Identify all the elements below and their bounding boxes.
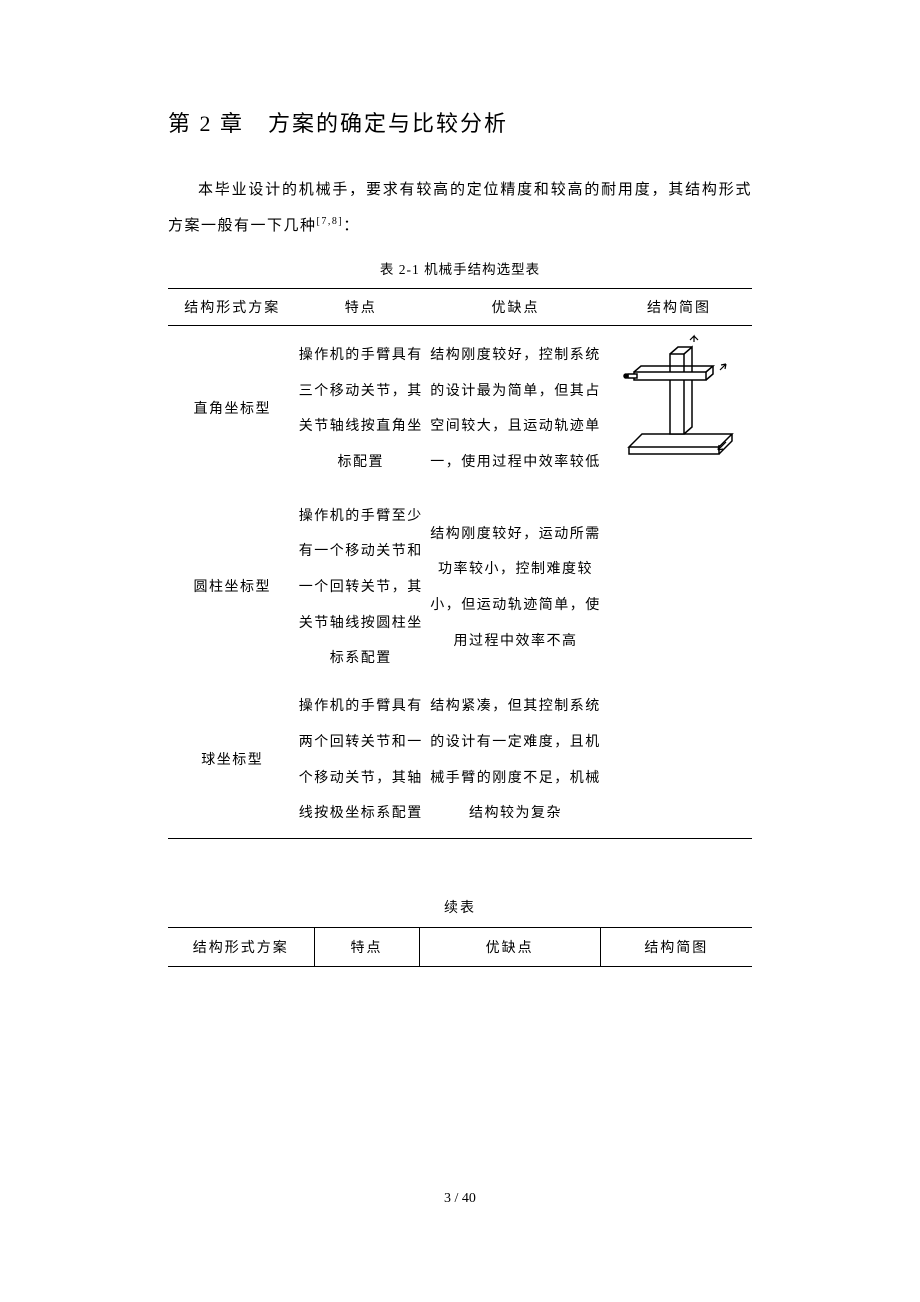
table-caption: 表 2-1 机械手结构选型表 xyxy=(168,258,752,278)
cell-procon: 结构紧凑，但其控制系统的设计有一定难度，且机械手臂的刚度不足，机械结构较为复杂 xyxy=(425,683,606,838)
cell-feature: 操作机的手臂具有三个移动关节，其关节轴线按直角坐标配置 xyxy=(296,326,424,493)
cell-diagram xyxy=(606,683,752,838)
table-row: 直角坐标型 操作机的手臂具有三个移动关节，其关节轴线按直角坐标配置 结构刚度较好… xyxy=(168,326,752,493)
table-row: 球坐标型 操作机的手臂具有两个回转关节和一个移动关节，其轴线按极坐标系配置 结构… xyxy=(168,683,752,838)
cell-diagram xyxy=(606,493,752,683)
ct-th-procon: 优缺点 xyxy=(419,927,600,966)
th-procon: 优缺点 xyxy=(425,289,606,326)
cell-diagram xyxy=(606,326,752,493)
table-body: 直角坐标型 操作机的手臂具有三个移动关节，其关节轴线按直角坐标配置 结构刚度较好… xyxy=(168,326,752,839)
cell-scheme: 球坐标型 xyxy=(168,683,296,838)
structure-table: 结构形式方案 特点 优缺点 结构简图 直角坐标型 操作机的手臂具有三个移动关节，… xyxy=(168,288,752,839)
page-number: 3 / 40 xyxy=(0,1191,920,1207)
cell-procon: 结构刚度较好，运动所需功率较小，控制难度较小，但运动轨迹简单，使用过程中效率不高 xyxy=(425,493,606,683)
ct-th-feature: 特点 xyxy=(314,927,419,966)
cell-feature: 操作机的手臂至少有一个移动关节和一个回转关节，其关节轴线按圆柱坐标系配置 xyxy=(296,493,424,683)
ct-th-diagram: 结构简图 xyxy=(600,927,752,966)
cartesian-robot-icon xyxy=(614,332,744,472)
th-scheme: 结构形式方案 xyxy=(168,289,296,326)
cell-scheme: 圆柱坐标型 xyxy=(168,493,296,683)
intro-paragraph: 本毕业设计的机械手，要求有较高的定位精度和较高的耐用度，其结构形式方案一般有一下… xyxy=(168,172,752,244)
th-feature: 特点 xyxy=(296,289,424,326)
cell-scheme: 直角坐标型 xyxy=(168,326,296,493)
cell-procon: 结构刚度较好，控制系统的设计最为简单，但其占空间较大，且运动轨迹单一，使用过程中… xyxy=(425,326,606,493)
table-row: 圆柱坐标型 操作机的手臂至少有一个移动关节和一个回转关节，其关节轴线按圆柱坐标系… xyxy=(168,493,752,683)
ct-th-scheme: 结构形式方案 xyxy=(168,927,314,966)
continue-table: 结构形式方案 特点 优缺点 结构简图 xyxy=(168,927,752,967)
chapter-title: 第 2 章 方案的确定与比较分析 xyxy=(168,106,752,138)
continue-label: 续表 xyxy=(168,897,752,917)
th-diagram: 结构简图 xyxy=(606,289,752,326)
cell-feature: 操作机的手臂具有两个回转关节和一个移动关节，其轴线按极坐标系配置 xyxy=(296,683,424,838)
